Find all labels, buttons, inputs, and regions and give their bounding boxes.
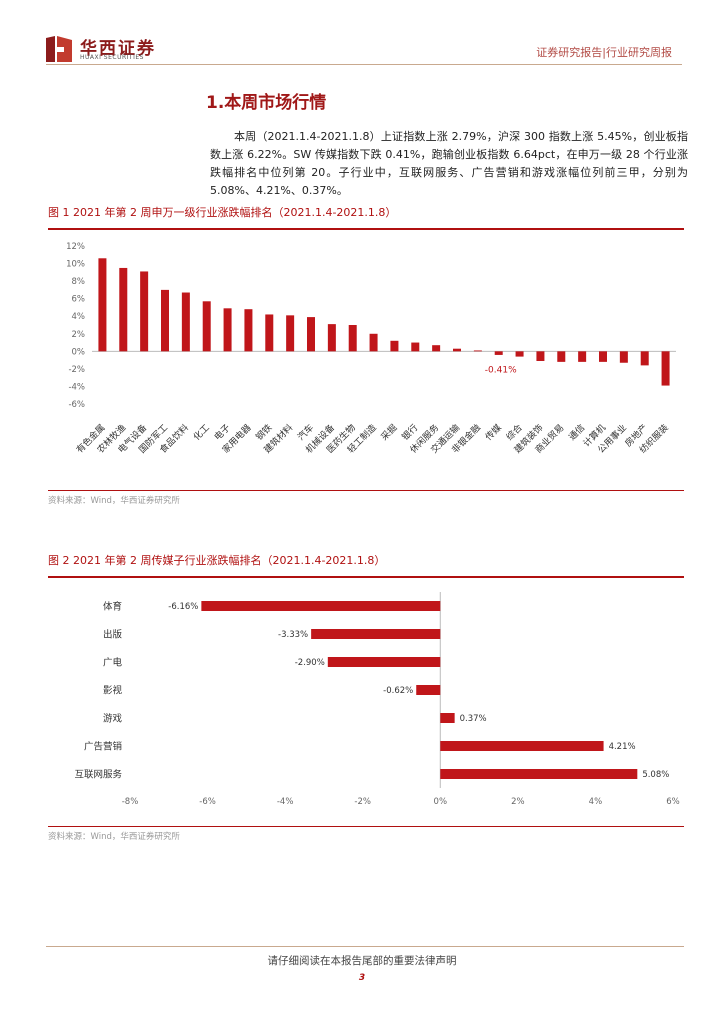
value-label: 4.21% <box>609 742 636 752</box>
bar <box>286 315 295 352</box>
document-type: 证券研究报告|行业研究周报 <box>536 46 672 59</box>
bar <box>515 351 524 357</box>
figure1-title: 图 1 2021 年第 2 周申万一级行业涨跌幅排名（2021.1.4-2021… <box>48 206 397 219</box>
bar <box>440 741 604 751</box>
header-divider <box>46 64 682 65</box>
figure2-chart: -8% -6% -4% -2% 0% 2% 4% 6% 体育 -6.16% 出版 -3.33% 广电 -2… <box>74 592 680 807</box>
figure2-bottom-rule <box>48 826 684 827</box>
bar <box>440 769 638 779</box>
value-label: -2.90% <box>295 658 325 668</box>
highlight-data-label: -0.41% <box>485 365 517 375</box>
category-label: 广电 <box>103 657 123 669</box>
figure2-top-rule <box>48 576 684 578</box>
x-tick-label: -8% <box>122 797 139 807</box>
bar <box>327 657 441 667</box>
x-tick-label: -2% <box>354 797 371 807</box>
figure1-chart: 12%10%8%6%4%2%0%-2%-4%-6%有色金属农林牧渔电气设备国防军… <box>66 242 676 456</box>
figure1-top-rule <box>48 228 684 230</box>
bar <box>432 345 441 352</box>
figure1-bottom-rule <box>48 490 684 491</box>
category-label: 游戏 <box>103 713 123 725</box>
y-tick-label: -6% <box>68 400 85 410</box>
bar <box>348 325 357 352</box>
bar <box>307 317 315 352</box>
value-label: -6.16% <box>168 602 198 612</box>
bar <box>619 351 628 363</box>
x-tick-label: 6% <box>666 797 680 807</box>
category-label: 化工 <box>191 422 212 443</box>
bar <box>244 309 253 352</box>
bar <box>536 351 545 361</box>
bar <box>161 289 169 352</box>
bar <box>440 713 455 723</box>
bar <box>390 340 399 352</box>
category-label: 传媒 <box>483 422 504 443</box>
bar <box>557 351 566 362</box>
x-tick-label: -6% <box>199 797 216 807</box>
y-tick-label: 2% <box>72 330 86 340</box>
category-label: 影视 <box>103 685 123 697</box>
y-tick-label: 4% <box>72 312 86 322</box>
bar <box>411 342 420 352</box>
bar <box>640 351 649 366</box>
y-tick-label: 0% <box>72 347 86 357</box>
x-tick-label: 4% <box>589 797 603 807</box>
bar <box>98 258 107 352</box>
y-tick-label: 8% <box>72 277 86 287</box>
x-tick-label: -4% <box>277 797 294 807</box>
value-label: -3.33% <box>278 630 308 640</box>
bar <box>201 601 441 611</box>
footer-disclaimer: 请仔细阅读在本报告尾部的重要法律声明 <box>267 955 457 967</box>
value-label: 5.08% <box>642 770 669 780</box>
x-tick-label: 0% <box>434 797 448 807</box>
bar <box>599 351 607 362</box>
value-label: -0.62% <box>383 686 413 696</box>
bar <box>140 271 149 352</box>
bar <box>202 301 211 352</box>
page-number: 3 <box>358 973 366 983</box>
section-title: 1.本周市场行情 <box>206 93 327 113</box>
y-tick-label: -4% <box>68 382 85 392</box>
bar <box>661 351 670 386</box>
bar <box>327 324 336 352</box>
category-label: 出版 <box>103 629 123 641</box>
bar <box>473 350 482 352</box>
y-tick-label: 10% <box>66 260 85 270</box>
bar <box>119 267 128 352</box>
y-tick-label: 6% <box>72 295 86 305</box>
bar <box>369 333 378 352</box>
value-label: 0.37% <box>460 714 487 724</box>
logo-english-name: HUAXI SECURITIES <box>80 54 144 61</box>
bar <box>453 348 461 352</box>
bar <box>494 351 503 355</box>
figure2-title: 图 2 2021 年第 2 周传媒子行业涨跌幅排名（2021.1.4-2021.… <box>48 554 386 567</box>
x-tick-label: 2% <box>511 797 525 807</box>
category-label: 采掘 <box>378 422 399 443</box>
y-tick-label: 12% <box>66 242 85 252</box>
page-header: 华西证券 HUAXI SECURITIES 证券研究报告|行业研究周报 <box>0 0 724 70</box>
bar <box>223 308 232 352</box>
category-label: 互联网服务 <box>74 769 122 781</box>
figure2-source: 资料来源：Wind，华西证券研究所 <box>48 832 180 842</box>
category-label: 广告营销 <box>84 741 123 753</box>
footer-divider <box>46 946 684 947</box>
logo-chinese-name: 华西证券 <box>80 39 156 59</box>
bar <box>265 314 274 352</box>
bar <box>578 351 587 362</box>
figure1-source: 资料来源：Wind，华西证券研究所 <box>48 496 180 506</box>
bar <box>416 685 441 695</box>
section-paragraph: 本周（2021.1.4-2021.1.8）上证指数上涨 2.79%，沪深 300… <box>210 130 688 197</box>
bar <box>181 292 190 352</box>
category-label: 体育 <box>103 601 122 613</box>
bar <box>311 629 441 639</box>
huaxi-logo-icon <box>46 36 72 62</box>
y-tick-label: -2% <box>68 365 85 375</box>
